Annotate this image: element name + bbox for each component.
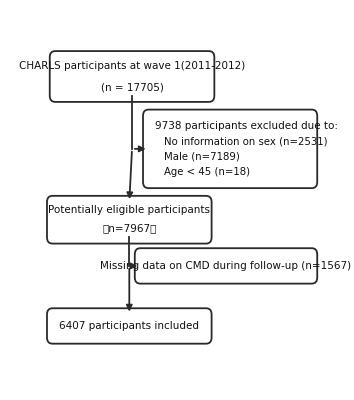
- FancyBboxPatch shape: [135, 248, 317, 284]
- Text: 6407 participants included: 6407 participants included: [59, 321, 199, 331]
- FancyBboxPatch shape: [50, 51, 215, 102]
- FancyBboxPatch shape: [47, 196, 212, 244]
- Text: (n = 17705): (n = 17705): [101, 82, 164, 92]
- Text: Potentially eligible participants: Potentially eligible participants: [48, 206, 210, 216]
- Text: CHARLS participants at wave 1(2011-2012): CHARLS participants at wave 1(2011-2012): [19, 61, 245, 71]
- Text: Missing data on CMD during follow-up (n=1567): Missing data on CMD during follow-up (n=…: [101, 261, 352, 271]
- FancyBboxPatch shape: [47, 308, 212, 344]
- Text: （n=7967）: （n=7967）: [102, 223, 156, 233]
- Text: No information on sex (n=2531): No information on sex (n=2531): [164, 136, 327, 146]
- Text: Age < 45 (n=18): Age < 45 (n=18): [164, 167, 250, 177]
- FancyBboxPatch shape: [143, 110, 317, 188]
- Text: 9738 participants excluded due to:: 9738 participants excluded due to:: [155, 121, 338, 131]
- Text: Male (n=7189): Male (n=7189): [164, 152, 239, 162]
